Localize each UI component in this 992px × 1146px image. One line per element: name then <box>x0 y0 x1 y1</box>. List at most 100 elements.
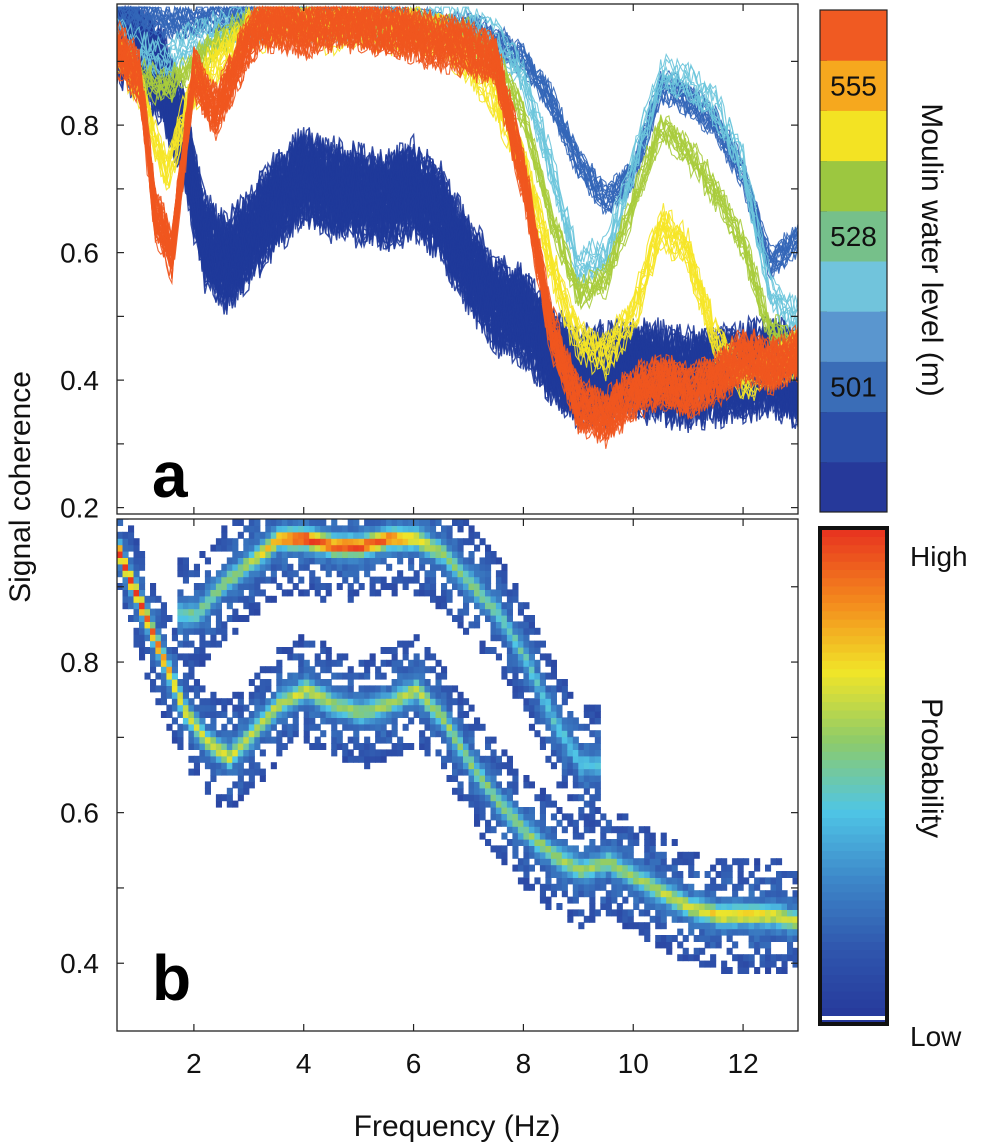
heatmap-cell <box>512 807 519 814</box>
heatmap-cell <box>259 589 266 597</box>
heatmap-cell <box>589 883 596 891</box>
heatmap-cell <box>435 704 442 712</box>
heatmap-cell <box>248 755 255 763</box>
heatmap-cell <box>452 544 459 552</box>
heatmap-cell <box>468 704 475 712</box>
heatmap-cell <box>243 570 250 578</box>
heatmap-cell <box>215 800 222 808</box>
heatmap-cell <box>770 922 777 930</box>
heatmap-cell <box>589 896 596 904</box>
heatmap-cell <box>567 736 574 744</box>
heatmap-cell <box>721 922 728 930</box>
heatmap-cell <box>177 608 184 616</box>
heatmap-cell <box>353 723 360 731</box>
heatmap-cell <box>150 589 157 597</box>
heatmap-cell <box>320 659 327 667</box>
heatmap-cell <box>567 717 574 725</box>
heatmap-cell <box>550 832 557 840</box>
heatmap-cell <box>413 551 420 558</box>
heatmap-cell <box>204 653 211 661</box>
heatmap-cell <box>298 525 305 533</box>
heatmap-cell <box>506 826 513 834</box>
heatmap-cell <box>539 787 546 795</box>
heatmap-cell <box>578 832 585 840</box>
heatmap-cell <box>501 583 508 590</box>
heatmap-cell <box>380 531 387 539</box>
heatmap-cell <box>594 845 601 853</box>
heatmap-cell <box>193 570 200 578</box>
heatmap-cell <box>424 570 431 578</box>
heatmap-cell <box>408 685 415 693</box>
colorbar-band <box>820 966 887 975</box>
heatmap-cell <box>386 647 393 654</box>
heatmap-cell <box>177 627 184 635</box>
heatmap-cell <box>501 851 508 859</box>
heatmap-cell <box>281 519 288 526</box>
heatmap-cell <box>402 723 409 731</box>
heatmap-cell <box>457 787 464 795</box>
heatmap-cell <box>528 679 535 686</box>
heatmap-cell <box>583 800 590 808</box>
heatmap-cell <box>276 730 283 738</box>
heatmap-cell <box>605 845 612 853</box>
heatmap-cell <box>287 538 294 546</box>
heatmap-cell <box>545 717 552 725</box>
heatmap-cell <box>133 595 140 603</box>
heatmap-cell <box>633 890 640 898</box>
heatmap-cell <box>182 621 189 629</box>
heatmap-cell <box>512 685 519 693</box>
heatmap-cell <box>380 711 387 718</box>
heatmap-cell <box>446 576 453 584</box>
heatmap-cell <box>364 544 371 552</box>
heatmap-cell <box>512 634 519 642</box>
heatmap-cell <box>770 896 777 904</box>
heatmap-cell <box>589 743 596 750</box>
heatmap-cell <box>776 915 783 923</box>
heatmap-cell <box>419 525 426 533</box>
heatmap-cell <box>446 723 453 731</box>
heatmap-cell <box>561 775 568 782</box>
heatmap-cell <box>199 653 206 661</box>
heatmap-cell <box>375 755 382 763</box>
heatmap-cell <box>342 691 349 699</box>
heatmap-cell <box>693 954 700 962</box>
heatmap-cell <box>732 922 739 930</box>
heatmap-cell <box>485 800 492 808</box>
heatmap-cell <box>303 698 310 706</box>
heatmap-cell <box>237 749 244 757</box>
heatmap-cell <box>457 711 464 718</box>
heatmap-cell <box>506 615 513 622</box>
heatmap-cell <box>660 941 667 949</box>
heatmap-cell <box>380 749 387 757</box>
heatmap-cell <box>221 576 228 584</box>
heatmap-cell <box>578 877 585 885</box>
heatmap-cell <box>325 653 332 661</box>
heatmap-cell <box>276 659 283 667</box>
heatmap-cell <box>353 736 360 744</box>
heatmap-cell <box>441 563 448 571</box>
heatmap-cell <box>539 813 546 821</box>
heatmap-cell <box>226 800 233 808</box>
heatmap-cell <box>171 666 178 674</box>
heatmap-cell <box>369 531 376 539</box>
heatmap-cell <box>704 922 711 930</box>
heatmap-cell <box>386 711 393 718</box>
heatmap-cell <box>781 960 788 968</box>
heatmap-cell <box>386 691 393 699</box>
heatmap-cell <box>270 557 277 565</box>
heatmap-cell <box>517 877 524 885</box>
heatmap-cell <box>792 915 798 923</box>
heatmap-cell <box>144 621 151 629</box>
heatmap-cell <box>248 743 255 750</box>
heatmap-cell <box>243 544 250 552</box>
heatmap-cell <box>226 538 233 546</box>
heatmap-cell <box>215 602 222 610</box>
heatmap-cell <box>259 749 266 757</box>
heatmap-cell <box>468 787 475 795</box>
y-tick-label: 0.4 <box>60 948 99 979</box>
heatmap-cell <box>298 576 305 584</box>
heatmap-cell <box>347 698 354 706</box>
heatmap-cell <box>139 627 146 635</box>
heatmap-cell <box>199 698 206 706</box>
heatmap-cell <box>666 903 673 910</box>
